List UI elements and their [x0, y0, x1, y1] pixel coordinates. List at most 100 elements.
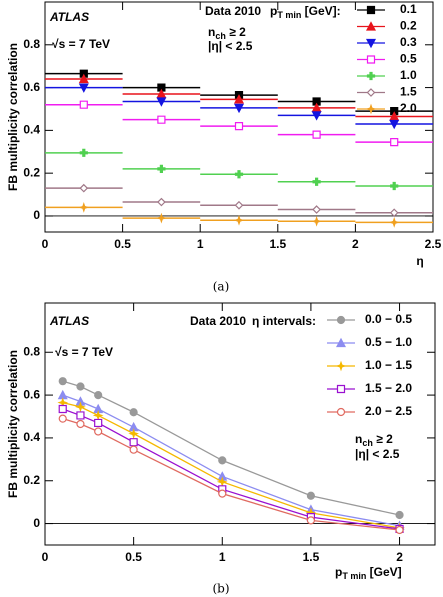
marker — [79, 100, 88, 109]
x-axis-label: pT min [GeV] — [335, 565, 402, 581]
legend-marker — [366, 38, 376, 49]
y-tick-label: 0.4 — [23, 430, 40, 444]
marker — [389, 119, 400, 130]
selection: |η| < 2.5 — [355, 447, 400, 461]
x-tick-label: 2 — [396, 550, 403, 564]
legend-label: 2.0 — [400, 101, 417, 115]
y-tick-label: 0.6 — [23, 387, 40, 401]
legend-marker — [366, 21, 376, 31]
marker — [76, 411, 85, 420]
marker — [128, 428, 139, 439]
y-tick-label: 0 — [33, 208, 40, 222]
marker — [129, 408, 138, 417]
legend-marker — [366, 55, 376, 64]
legend-marker — [365, 103, 377, 115]
marker — [395, 525, 404, 535]
marker — [312, 97, 321, 106]
legend-label: 1.5 — [400, 85, 417, 99]
y-axis-label: FB multiplicity correlation — [6, 43, 20, 191]
marker — [234, 94, 244, 104]
legend-label: 0.5 − 1.0 — [365, 335, 412, 349]
marker — [94, 427, 103, 436]
text-part: ch — [362, 438, 373, 448]
marker — [129, 445, 138, 454]
caption: (b) — [212, 582, 229, 596]
y-tick-label: 0.8 — [23, 37, 40, 51]
y-tick-label: 0.6 — [23, 80, 40, 94]
y-tick-label: 0.2 — [23, 165, 40, 179]
marker — [76, 419, 85, 429]
legend-label: 1.0 — [400, 68, 417, 82]
text-part: T min — [277, 10, 301, 20]
dataset: Data 2010 — [205, 4, 261, 18]
x-tick-label: 0 — [42, 550, 49, 564]
legend-label: 0.5 — [400, 52, 417, 66]
marker — [156, 212, 167, 224]
marker — [157, 115, 166, 124]
legend-label: 1.5 − 2.0 — [365, 381, 412, 395]
legend-label: 0.2 — [400, 19, 417, 33]
marker — [157, 83, 166, 92]
marker — [218, 456, 227, 465]
legend-title: η intervals: — [252, 314, 316, 328]
x-tick-label: 0.5 — [114, 237, 131, 251]
marker — [79, 148, 88, 157]
marker — [234, 170, 244, 179]
legend-marker — [335, 360, 347, 372]
marker — [312, 130, 321, 139]
x-tick-label: 2.5 — [425, 237, 442, 251]
marker — [157, 197, 166, 207]
x-tick-label: 1.5 — [269, 237, 286, 251]
legend-marker — [336, 315, 346, 325]
marker — [58, 414, 67, 423]
caption: (a) — [213, 280, 230, 294]
marker — [58, 377, 67, 386]
marker — [157, 164, 166, 173]
marker — [389, 208, 399, 218]
legend-marker — [366, 88, 376, 97]
text-part: ch — [215, 31, 226, 41]
series-line — [62, 401, 400, 529]
legend-label: 1.0 − 1.5 — [365, 358, 412, 372]
marker — [234, 200, 244, 210]
marker — [156, 97, 167, 107]
selection: nch ≥ 2 — [355, 432, 393, 448]
y-tick-label: 0.4 — [23, 123, 40, 137]
plot-frame — [44, 302, 436, 546]
marker — [218, 489, 227, 498]
dataset: Data 2010 — [190, 314, 246, 328]
marker — [390, 107, 399, 116]
legend-marker — [336, 407, 346, 417]
marker — [76, 382, 85, 391]
marker — [78, 73, 89, 84]
text-part: ≥ 2 — [226, 25, 246, 39]
marker — [78, 202, 90, 213]
legend-label: 0.0 − 0.5 — [365, 312, 412, 326]
text-part: n — [355, 432, 362, 446]
energy: √s = 7 TeV — [52, 37, 110, 51]
text-part: p — [270, 4, 277, 18]
experiment: ATLAS — [49, 314, 89, 328]
marker — [306, 491, 316, 500]
text-part: T min — [342, 571, 366, 581]
marker — [311, 215, 322, 227]
marker — [79, 69, 88, 78]
text-part: p — [335, 565, 342, 579]
x-tick-label: 0.5 — [125, 550, 142, 564]
marker — [94, 418, 103, 428]
y-tick-label: 0.8 — [23, 344, 40, 358]
x-tick-label: 1 — [219, 550, 226, 564]
text-part: ≥ 2 — [373, 432, 393, 446]
x-tick-label: 0 — [42, 237, 49, 251]
series-line — [62, 394, 400, 527]
legend-marker — [366, 71, 376, 81]
y-tick-label: 0.2 — [23, 473, 40, 487]
legend-marker — [336, 337, 346, 348]
marker — [312, 177, 321, 186]
marker — [75, 401, 86, 413]
x-axis-label: η — [416, 254, 423, 268]
marker — [312, 205, 321, 214]
marker — [390, 138, 399, 147]
marker — [388, 217, 400, 228]
marker — [94, 391, 103, 400]
